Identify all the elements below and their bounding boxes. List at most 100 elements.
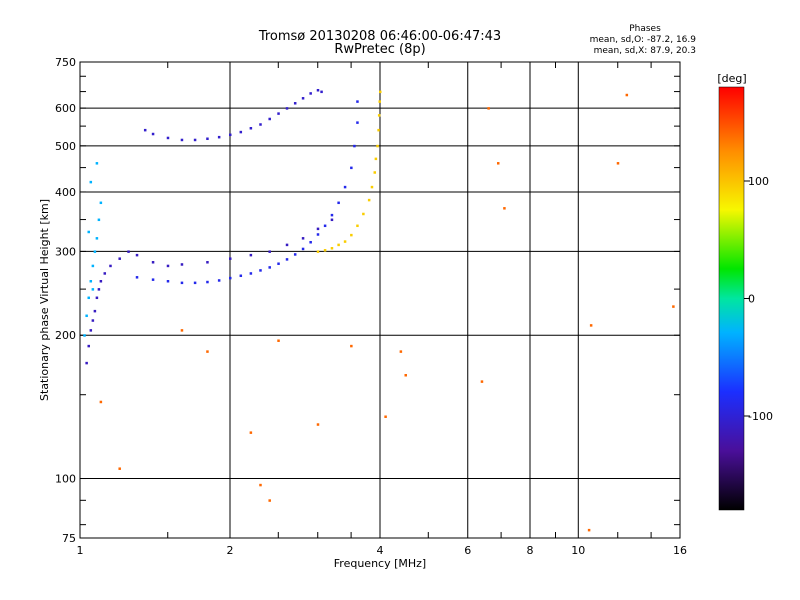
data-point [206, 137, 209, 141]
data-point [343, 185, 347, 189]
data-point [350, 344, 353, 348]
colorbar: [deg] 100 0 -100 [717, 72, 773, 511]
data-point [249, 272, 253, 275]
grid-lines [80, 62, 680, 538]
data-point [316, 88, 320, 92]
data-point [259, 269, 262, 272]
data-point [249, 431, 253, 434]
data-point [376, 144, 379, 148]
data-point [309, 240, 312, 244]
data-point [323, 249, 327, 252]
data-point [373, 171, 377, 174]
data-point [87, 296, 90, 300]
colorbar-ticks: 100 0 -100 [744, 175, 773, 423]
data-point [309, 92, 312, 95]
data-point [587, 528, 591, 532]
data-point [268, 266, 271, 269]
data-point [180, 281, 184, 285]
x-tick-label: 1 [77, 544, 84, 557]
y-tick-label: 300 [55, 245, 76, 258]
data-point [404, 374, 407, 377]
data-point [206, 280, 209, 284]
y-tick-label: 100 [55, 473, 76, 486]
data-point [89, 329, 93, 332]
data-point [399, 350, 403, 353]
data-point [356, 121, 359, 124]
data-point [151, 132, 155, 136]
data-point [384, 415, 387, 418]
data-point [206, 350, 209, 353]
data-point [356, 100, 359, 103]
data-point [277, 262, 280, 265]
data-point [377, 114, 381, 117]
data-point [151, 261, 155, 264]
data-point [118, 467, 121, 470]
data-point [374, 157, 378, 161]
data-point [229, 257, 232, 260]
data-point [180, 138, 184, 142]
data-point [99, 280, 103, 283]
data-point [166, 136, 170, 140]
colorbar-gradient [718, 86, 745, 511]
data-point [95, 162, 99, 165]
x-axis-label: Frequency [MHz] [334, 557, 426, 570]
data-point [377, 128, 380, 132]
data-point [151, 278, 155, 281]
x-tick-label: 8 [527, 544, 534, 557]
data-point [330, 218, 334, 222]
data-point [672, 305, 675, 308]
y-tick-label: 600 [55, 102, 76, 115]
data-point [268, 250, 271, 253]
data-point [180, 263, 184, 266]
data-point [337, 201, 340, 205]
data-point [496, 162, 500, 165]
data-point [293, 102, 297, 105]
data-point [91, 319, 95, 322]
data-point [301, 97, 305, 100]
data-point [249, 253, 253, 257]
data-point [166, 280, 170, 283]
data-point [89, 280, 93, 283]
data-point [362, 212, 365, 216]
colorbar-tick-label: -100 [748, 410, 773, 423]
data-point [87, 344, 90, 348]
data-point [95, 237, 99, 240]
data-point [356, 224, 359, 228]
data-point [589, 324, 593, 327]
data-point [118, 257, 121, 260]
data-point [97, 218, 101, 222]
data-point [268, 499, 271, 502]
data-point [91, 264, 95, 268]
y-axis-label: Stationary phase Virtual Height [km] [38, 199, 51, 401]
data-point [301, 247, 305, 251]
data-point [285, 243, 289, 247]
data-point [97, 288, 101, 291]
data-point [229, 276, 232, 280]
x-tick-label: 16 [673, 544, 687, 557]
data-point [217, 135, 221, 139]
data-point [239, 130, 243, 134]
data-point [316, 233, 320, 236]
data-point [135, 276, 139, 279]
x-tick-label: 6 [464, 544, 471, 557]
x-tick-label: 2 [227, 544, 234, 557]
data-point [330, 247, 334, 250]
data-point [350, 233, 353, 237]
data-point [89, 180, 93, 184]
data-point [370, 185, 374, 189]
data-point [268, 117, 271, 121]
x-tick-label: 4 [377, 544, 384, 557]
data-points [83, 88, 675, 532]
y-tick-label: 500 [55, 140, 76, 153]
phase-stats-heading: Phases [629, 24, 661, 34]
data-point [91, 288, 95, 291]
y-tick-label: 400 [55, 186, 76, 199]
data-point [350, 166, 353, 170]
data-point [277, 112, 280, 115]
data-point [206, 261, 209, 264]
colorbar-label: [deg] [717, 72, 746, 85]
data-point [330, 213, 334, 217]
data-point [323, 224, 327, 228]
data-point [143, 128, 147, 132]
